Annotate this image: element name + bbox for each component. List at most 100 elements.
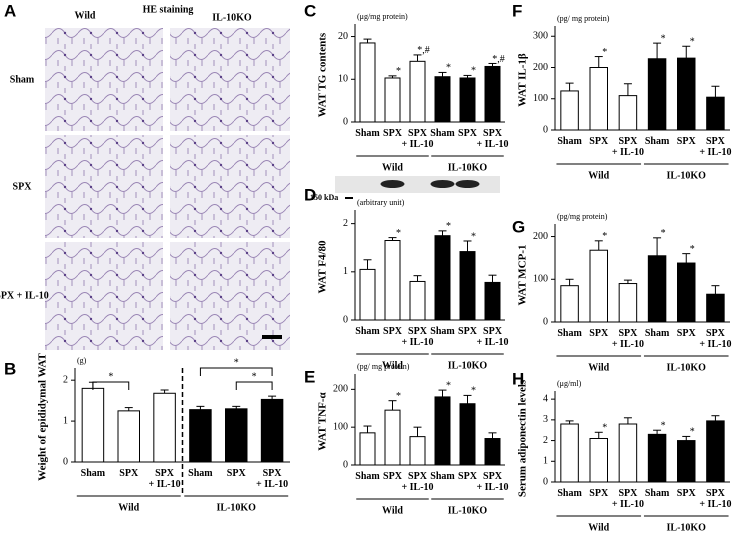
group-label: Wild — [382, 360, 403, 371]
panel-letter: F — [512, 1, 522, 20]
panel-letter: D — [304, 185, 316, 204]
y-tick-label: 100 — [533, 274, 548, 285]
y-tick-label: 0 — [343, 116, 348, 127]
unit-label: (pg/mg protein) — [557, 212, 608, 221]
bar — [384, 409, 401, 466]
bracket-label: * — [234, 357, 239, 368]
significance-mark: * — [446, 63, 451, 74]
significance-mark: * — [661, 421, 666, 432]
bar — [189, 409, 212, 463]
panel-letter: A — [4, 1, 16, 20]
bar — [706, 293, 725, 323]
x-tick-label: SPX + IL-10 — [476, 128, 509, 150]
significance-mark: *,# — [417, 45, 430, 56]
bar — [706, 420, 725, 483]
row-label: SPX — [13, 181, 33, 192]
bracket — [235, 381, 273, 390]
bar — [589, 438, 608, 483]
bar — [484, 438, 501, 466]
blot-band — [455, 180, 480, 188]
bar — [647, 433, 667, 483]
significance-mark: * — [396, 228, 401, 239]
x-tick-label: Sham — [644, 488, 670, 499]
x-tick-label: Sham — [188, 468, 213, 479]
column-label: Wild — [75, 10, 96, 21]
image — [170, 135, 290, 238]
x-tick-label: SPX — [458, 128, 477, 139]
bar — [434, 76, 451, 123]
bar — [618, 95, 638, 131]
image — [45, 242, 163, 350]
bar — [260, 398, 284, 463]
bar — [677, 262, 696, 323]
x-tick-label: SPX — [383, 471, 402, 482]
x-tick-label: SPX + IL-10 — [476, 471, 509, 493]
significance-mark: * — [396, 66, 401, 77]
bar — [359, 268, 376, 321]
bracket-label: * — [108, 371, 113, 382]
bar — [384, 77, 401, 123]
x-tick-label: SPX + IL-10 — [401, 128, 434, 150]
significance-mark: * — [602, 423, 607, 434]
significance-mark: * — [446, 221, 451, 232]
y-axis-label: WAT TNF-α — [317, 391, 329, 450]
bar — [560, 423, 579, 483]
bar — [560, 90, 579, 131]
group-label: Wild — [588, 170, 609, 181]
x-tick-label: SPX + IL-10 — [401, 471, 434, 493]
y-tick-label: 200 — [533, 231, 548, 242]
x-tick-label: Sham — [430, 471, 455, 482]
group-label: IL-10KO — [667, 362, 707, 373]
y-axis-label: Weight of epididymal WAT — [37, 353, 49, 481]
panel-letter: E — [304, 367, 315, 386]
y-tick-label: 3 — [543, 414, 548, 425]
x-tick-label: SPX + IL-10 — [699, 136, 732, 158]
x-tick-label: SPX + IL-10 — [611, 136, 644, 158]
y-tick-label: 1 — [63, 415, 68, 426]
group-label: Wild — [382, 162, 403, 173]
y-tick-label: 2 — [343, 218, 348, 229]
unit-label: (pg/ mg protein) — [557, 14, 610, 23]
x-tick-label: SPX — [589, 328, 609, 339]
panel-letter: H — [512, 369, 524, 388]
bar — [618, 423, 638, 483]
x-tick-label: Sham — [80, 468, 106, 479]
y-tick-label: 0 — [543, 476, 548, 487]
x-tick-label: Sham — [430, 326, 455, 337]
image — [170, 242, 290, 350]
image — [170, 28, 290, 131]
bar — [647, 255, 667, 323]
x-tick-label: SPX — [676, 136, 696, 147]
bar — [459, 403, 476, 466]
image — [45, 28, 163, 131]
significance-mark: * — [471, 386, 476, 397]
x-tick-label: SPX — [383, 128, 402, 139]
x-tick-label: SPX — [676, 328, 696, 339]
bar — [409, 280, 426, 321]
bracket — [199, 367, 273, 376]
group-label: IL-10KO — [667, 522, 707, 533]
x-tick-label: SPX — [383, 326, 402, 337]
blot — [335, 176, 500, 193]
bar — [409, 436, 426, 466]
unit-label: (μg/mg protein) — [357, 12, 408, 21]
x-tick-label: Sham — [557, 328, 582, 339]
y-tick-label: 0 — [543, 316, 548, 327]
panel-letter: G — [512, 217, 525, 236]
significance-mark: * — [471, 66, 476, 77]
bar — [484, 281, 501, 321]
significance-mark: * — [690, 244, 695, 255]
bar — [225, 408, 248, 463]
x-tick-label: SPX + IL-10 — [699, 328, 732, 350]
y-axis-label: WAT MCP-1 — [517, 244, 529, 305]
significance-mark: * — [661, 228, 666, 239]
x-tick-label: Sham — [644, 328, 670, 339]
bracket-label: * — [252, 371, 257, 382]
y-tick-label: 0 — [343, 314, 348, 325]
x-tick-label: SPX + IL-10 — [476, 326, 509, 348]
group-label: IL-10KO — [667, 170, 707, 181]
x-tick-label: Sham — [557, 488, 582, 499]
group-label: Wild — [588, 522, 609, 533]
